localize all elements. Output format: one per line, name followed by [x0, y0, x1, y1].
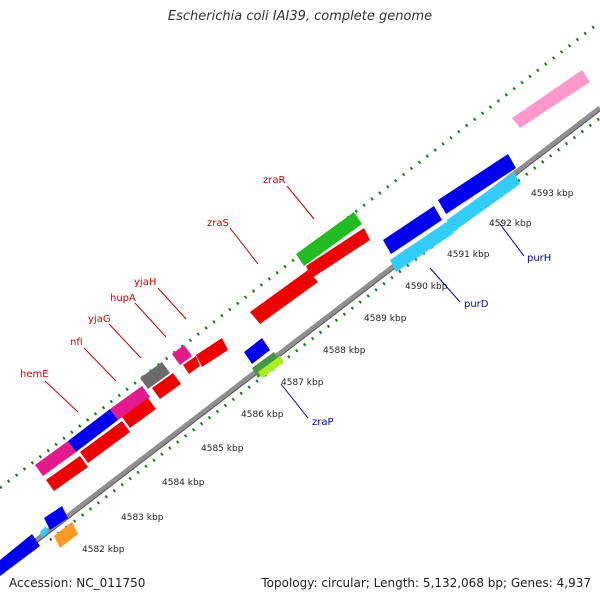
tick-label-4586: 4586 kbp: [241, 410, 284, 420]
tick-label-4588: 4588 kbp: [323, 346, 366, 356]
gene-label-yjaH[interactable]: yjaH: [134, 277, 156, 288]
gene-forward-6[interactable]: [196, 338, 228, 367]
leader-zraR: [286, 185, 315, 220]
gene-purH[interactable]: [438, 154, 516, 214]
gene-purD-2[interactable]: [390, 221, 454, 272]
tick-label-4583: 4583 kbp: [121, 513, 164, 523]
gene-forward-8[interactable]: [512, 70, 590, 128]
gene-label-yjaG[interactable]: yjaG: [88, 314, 111, 325]
tick-label-4591: 4591 kbp: [447, 250, 490, 260]
accession-text: Accession: NC_011750: [9, 576, 146, 590]
gene-nfi[interactable]: [68, 409, 118, 452]
gene-yjaG[interactable]: [110, 386, 150, 420]
gene-labels: hemE nfi yjaG hupA yjaH zraS zraR zraP p…: [20, 175, 551, 428]
gene-purD[interactable]: [383, 206, 442, 254]
gene-forward-7[interactable]: [306, 228, 370, 278]
leader-zraS: [229, 227, 259, 265]
leader-hupA: [134, 302, 167, 338]
gene-zraS[interactable]: [250, 270, 318, 324]
gene-purH-2[interactable]: [447, 172, 520, 232]
leader-purH: [499, 223, 525, 257]
tick-labels: 4582 kbp 4583 kbp 4584 kbp 4585 kbp 4586…: [82, 189, 574, 555]
leader-hemE: [44, 380, 79, 413]
genome-summary-text: Topology: circular; Length: 5,132,068 bp…: [261, 576, 591, 590]
gene-reverse-1[interactable]: [0, 534, 40, 576]
gene-zraP[interactable]: [244, 338, 270, 364]
gene-forward-2[interactable]: [80, 421, 130, 463]
leader-purD: [429, 267, 461, 303]
tick-label-4590: 4590 kbp: [405, 282, 448, 292]
gene-hupA[interactable]: [140, 362, 170, 389]
leader-yjaG: [108, 323, 142, 359]
gene-zraP-3[interactable]: [258, 356, 284, 378]
gene-reverse-2[interactable]: [44, 506, 68, 530]
gene-label-purH[interactable]: purH: [527, 253, 551, 264]
gene-label-purD[interactable]: purD: [464, 299, 489, 310]
gene-label-leaders: [44, 185, 525, 419]
gene-hemE[interactable]: [35, 441, 76, 476]
gene-label-zraP[interactable]: zraP: [312, 417, 334, 428]
tick-label-4592: 4592 kbp: [489, 219, 532, 229]
gene-reverse-4[interactable]: [40, 526, 48, 538]
gene-reverse-3[interactable]: [54, 522, 78, 548]
leader-zraP: [280, 383, 309, 419]
gene-forward-1[interactable]: [46, 456, 88, 491]
gene-zraR[interactable]: [296, 212, 362, 266]
gene-label-zraR[interactable]: zraR: [263, 175, 285, 186]
gene-label-zraS[interactable]: zraS: [207, 218, 229, 229]
tick-label-4582: 4582 kbp: [82, 545, 125, 555]
leader-nfi: [83, 347, 117, 382]
tick-label-4584: 4584 kbp: [162, 478, 205, 488]
gene-yjaH[interactable]: [172, 345, 192, 365]
leader-yjaH: [157, 287, 187, 320]
gene-forward-4[interactable]: [152, 373, 181, 399]
tick-label-4585: 4585 kbp: [201, 444, 244, 454]
gene-label-hemE[interactable]: hemE: [20, 369, 49, 380]
tick-label-4593: 4593 kbp: [531, 189, 574, 199]
gene-label-hupA[interactable]: hupA: [110, 293, 136, 304]
gene-forward-5[interactable]: [183, 356, 200, 374]
tick-label-4587: 4587 kbp: [281, 378, 324, 388]
tick-label-4589: 4589 kbp: [364, 314, 407, 324]
gene-forward-3[interactable]: [122, 398, 156, 428]
page-title: Escherichia coli IAI39, complete genome: [167, 9, 433, 24]
gene-label-nfi[interactable]: nfi: [70, 337, 83, 348]
